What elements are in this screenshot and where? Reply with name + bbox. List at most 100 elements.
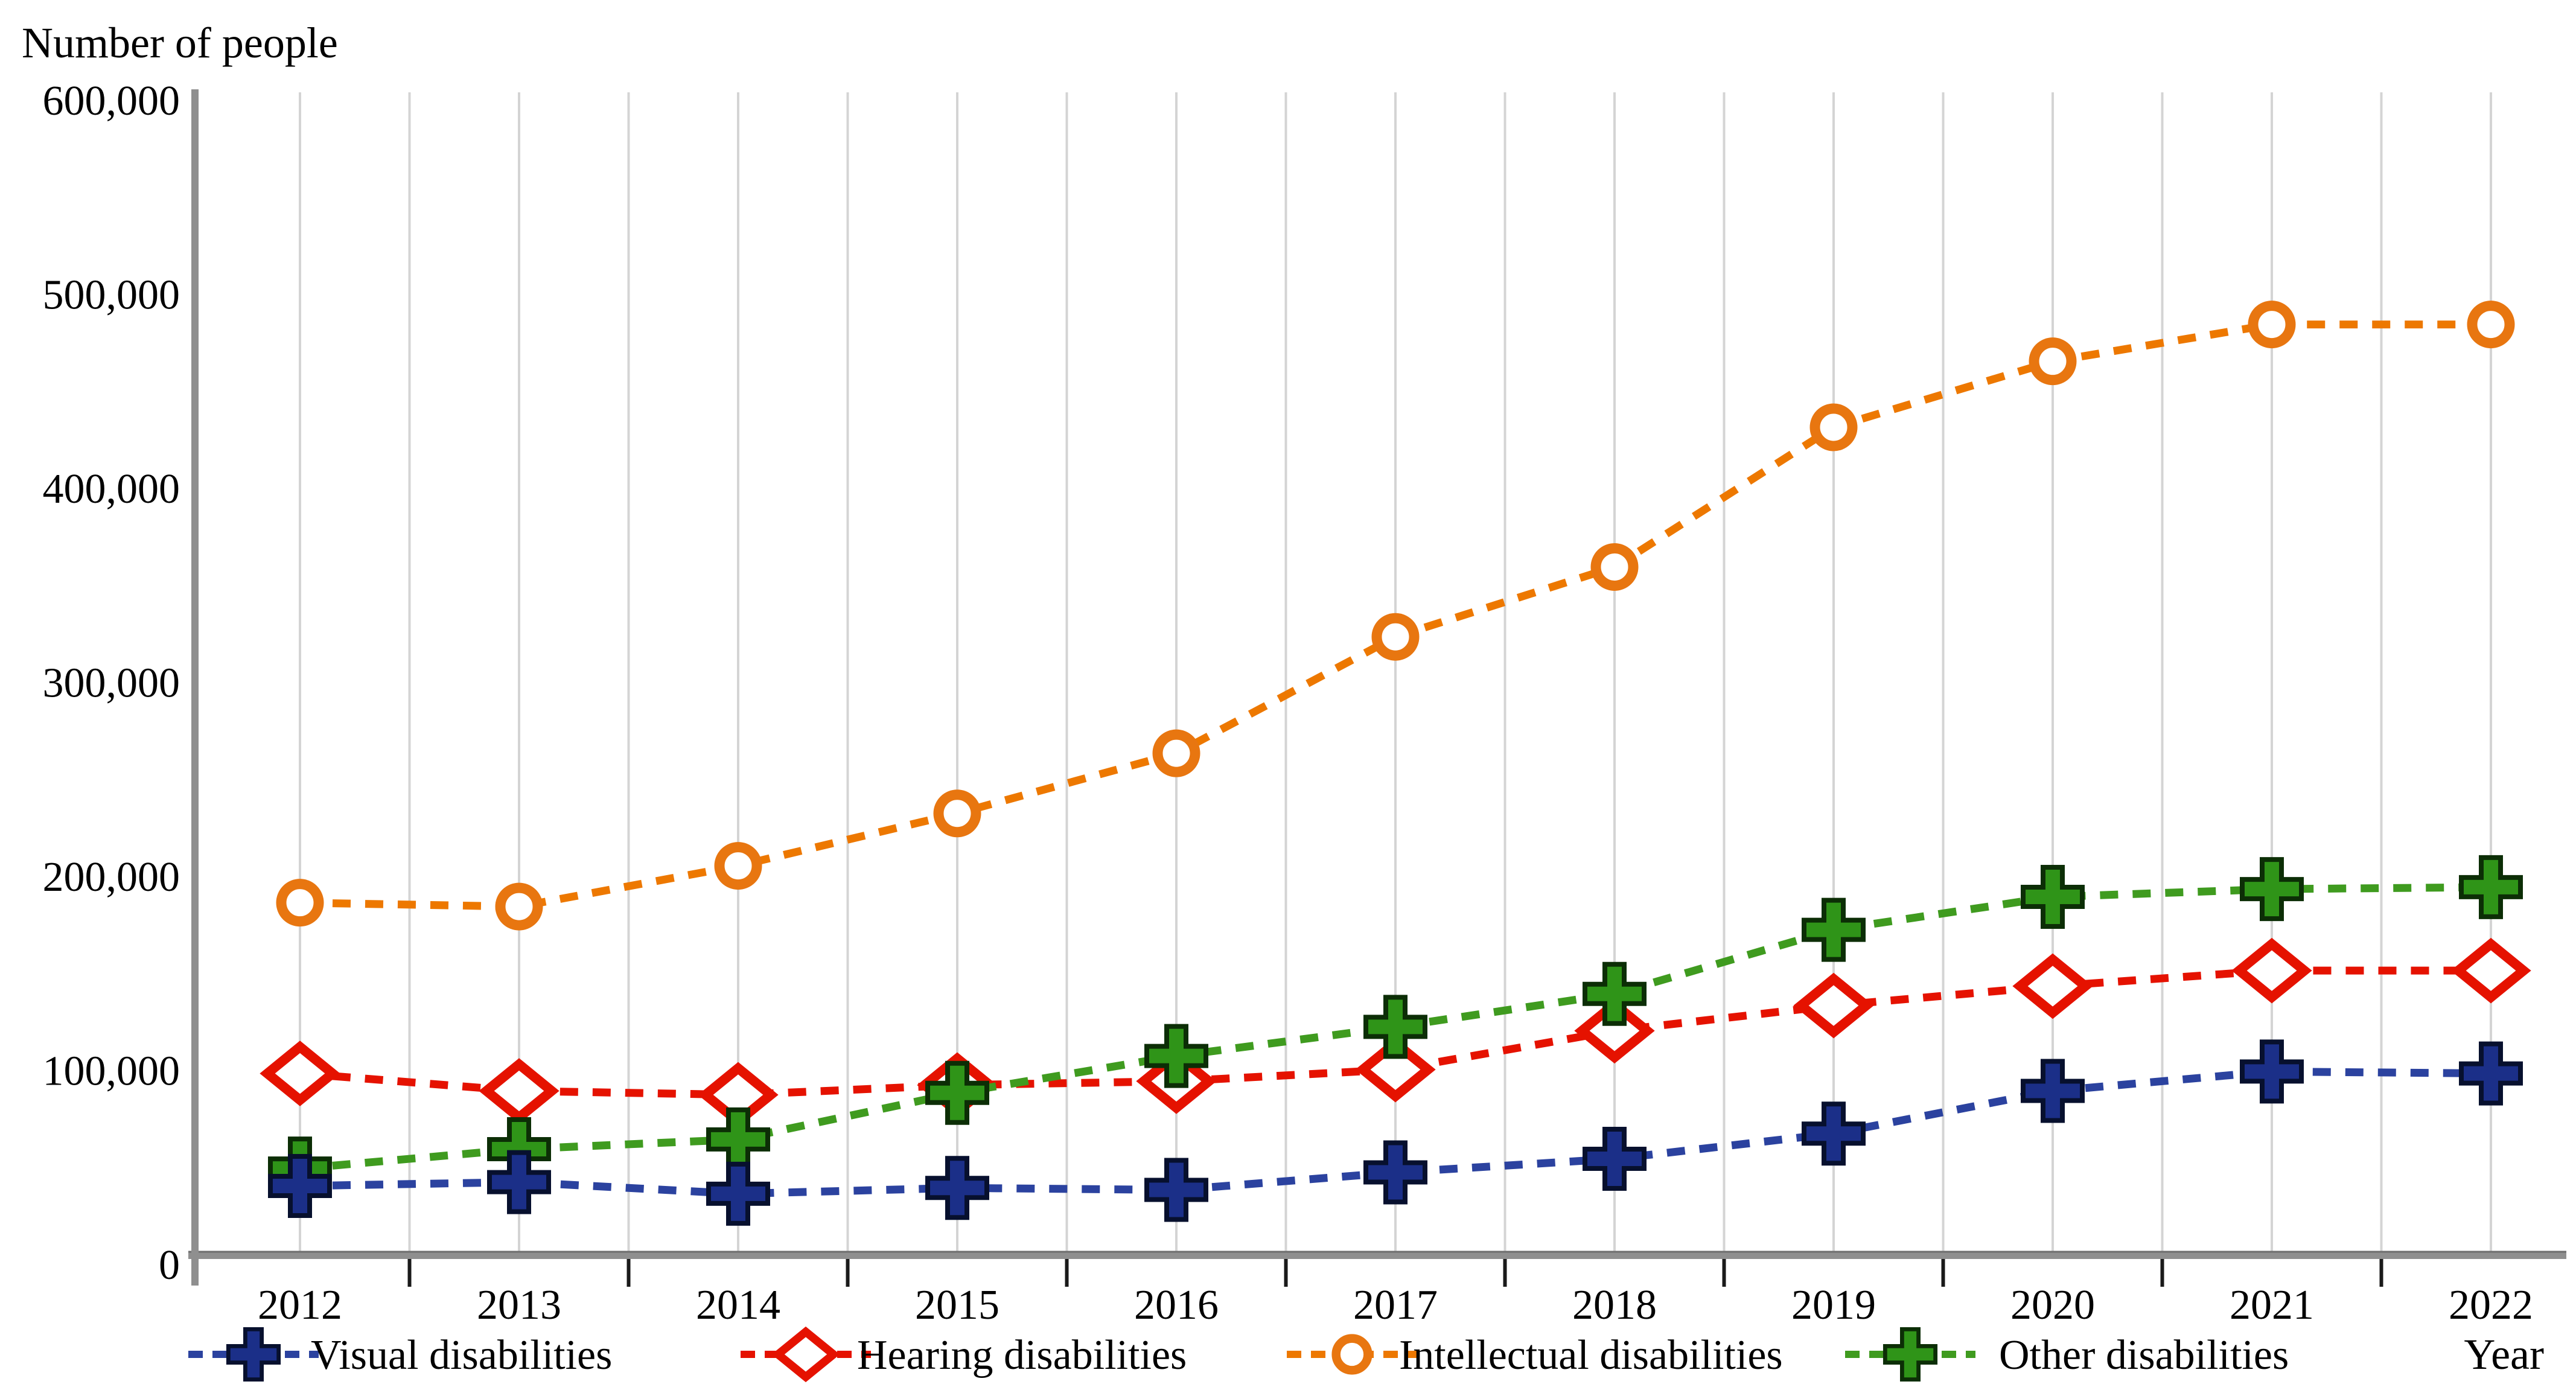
diamond-icon [2450, 937, 2531, 1004]
y-tick-label: 100,000 [43, 1048, 180, 1095]
hearing-disabilities-marker [1793, 972, 1874, 1039]
x-tick-label: 2022 [2449, 1282, 2533, 1328]
circle-icon [1590, 543, 1639, 591]
visual-disabilities-marker [1802, 1101, 1866, 1166]
y-tick-label: 0 [159, 1242, 180, 1289]
hearing-disabilities-marker [1574, 998, 1655, 1064]
visual-disabilities-marker [1583, 1127, 1647, 1191]
plus-icon [487, 1150, 551, 1214]
axes [188, 89, 2566, 1287]
hearing-disabilities-marker [1355, 1036, 1436, 1103]
legend: Visual disabilities Hearing disabilities… [188, 1326, 2289, 1383]
series-line [299, 883, 2492, 1173]
x-tick-label: 2020 [2010, 1282, 2095, 1328]
y-axis-title: Number of people [22, 19, 338, 67]
circle-icon [1809, 403, 1858, 451]
legend-label-visual: Visual disabilities [311, 1332, 612, 1378]
visual-disabilities-marker [268, 1154, 332, 1219]
circle-icon [933, 789, 981, 838]
intellectual-disabilities-marker [1590, 543, 1639, 591]
legend-marker-other [1845, 1327, 1975, 1382]
diamond-icon [2231, 937, 2312, 1004]
plus-icon [2240, 857, 2304, 922]
circle-icon [495, 882, 543, 931]
x-tick-label: 2017 [1353, 1282, 1438, 1328]
other-disabilities-marker [706, 1107, 770, 1171]
visual-disabilities-marker [706, 1161, 770, 1226]
plus-icon [2459, 1041, 2523, 1106]
visual-disabilities-marker [1363, 1140, 1427, 1205]
other-disabilities-marker [2240, 857, 2304, 922]
visual-disabilities-marker [925, 1156, 989, 1220]
intellectual-disabilities-marker [1371, 613, 1420, 661]
circle-icon [1371, 613, 1420, 661]
circle-icon [714, 842, 762, 890]
hearing-disabilities-marker [2450, 937, 2531, 1004]
plus-icon [925, 1156, 989, 1220]
intellectual-disabilities-marker [714, 842, 762, 890]
hearing-disabilities-marker [2231, 937, 2312, 1004]
circle-icon [276, 879, 324, 927]
other-disabilities-marker [2021, 865, 2085, 929]
other-disabilities-marker [2459, 855, 2523, 919]
hearing-disabilities-marker [260, 1041, 340, 1106]
diamond-icon [479, 1058, 560, 1124]
diamond-icon [1355, 1036, 1436, 1103]
intellectual-disabilities-marker [2029, 337, 2077, 386]
series-other-disabilities [268, 855, 2523, 1201]
y-axis-tick-labels: 0 100,000 200,000 300,000 400,000 500,000 600,… [43, 78, 180, 1289]
diamond-icon [771, 1326, 840, 1383]
diamond-icon [260, 1041, 340, 1106]
other-disabilities-marker [1883, 1327, 1938, 1382]
visual-disabilities-marker [2021, 1059, 2085, 1123]
visual-disabilities-marker [2240, 1039, 2304, 1104]
x-tick-label: 2019 [1791, 1282, 1876, 1328]
intellectual-disabilities-marker [495, 882, 543, 931]
y-tick-label: 400,000 [43, 466, 180, 512]
series-visual-disabilities [268, 1039, 2523, 1226]
plus-icon [706, 1161, 770, 1226]
plus-icon [706, 1107, 770, 1171]
x-axis-line [188, 1252, 2566, 1259]
data-series [260, 301, 2531, 1226]
x-tick-label: 2015 [915, 1282, 999, 1328]
other-disabilities-marker [925, 1060, 989, 1125]
intellectual-disabilities-marker [1152, 729, 1200, 777]
legend-marker-visual [188, 1327, 319, 1382]
x-tick-label: 2021 [2230, 1282, 2314, 1328]
series-line [299, 966, 2491, 1099]
legend-marker-intellectual [1287, 1334, 1417, 1375]
x-tick-label: 2013 [477, 1282, 561, 1328]
x-axis-title: Year [2464, 1330, 2544, 1378]
plus-icon [268, 1154, 332, 1219]
other-disabilities-marker [1363, 995, 1427, 1059]
circle-icon [1152, 729, 1200, 777]
plus-icon [1144, 1024, 1208, 1088]
plus-icon [2021, 1059, 2085, 1123]
intellectual-disabilities-marker [276, 879, 324, 927]
circle-icon [2467, 301, 2515, 349]
visual-disabilities-marker [487, 1150, 551, 1214]
plus-icon [2021, 865, 2085, 929]
y-tick-label: 300,000 [43, 660, 180, 707]
series-intellectual-disabilities [276, 301, 2515, 931]
plus-icon [1144, 1158, 1208, 1222]
intellectual-disabilities-marker [2467, 301, 2515, 349]
hearing-disabilities-marker [479, 1058, 560, 1124]
plus-icon [1883, 1327, 1938, 1382]
y-tick-label: 500,000 [43, 272, 180, 319]
diamond-icon [1574, 998, 1655, 1064]
plus-icon [1363, 1140, 1427, 1205]
circle-icon [2029, 337, 2077, 386]
circle-icon [1331, 1334, 1372, 1375]
y-tick-label: 200,000 [43, 854, 180, 900]
legend-label-intellectual: Intellectual disabilities [1399, 1332, 1783, 1378]
plus-icon [1583, 961, 1647, 1026]
plus-icon [1802, 1101, 1866, 1166]
other-disabilities-marker [1144, 1024, 1208, 1088]
visual-disabilities-marker [1144, 1158, 1208, 1222]
x-tick-label: 2014 [696, 1282, 780, 1328]
diamond-icon [1793, 972, 1874, 1039]
plus-icon [2240, 1039, 2304, 1104]
